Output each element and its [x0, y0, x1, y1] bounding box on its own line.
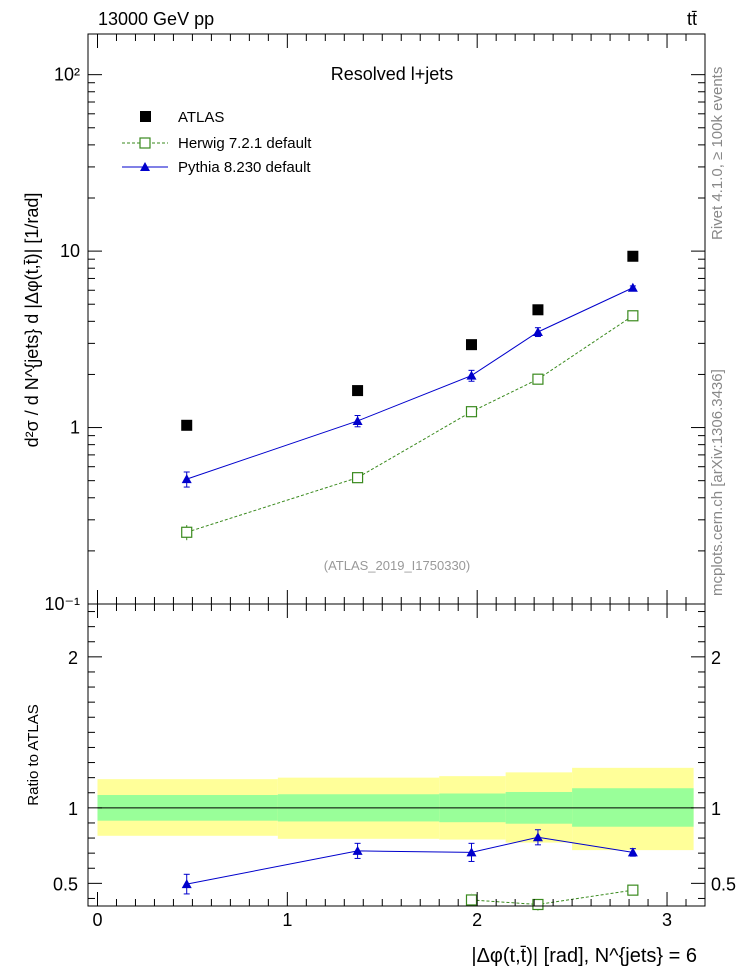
- pythia-point: [627, 282, 638, 292]
- ratio-herwig-point: [627, 884, 639, 896]
- x-tick-label: 3: [662, 910, 672, 930]
- legend-label-pythia: Pythia 8.230 default: [178, 159, 311, 176]
- ratio-y-tick-label-left: 2: [68, 648, 78, 668]
- atlas-point: [532, 304, 544, 316]
- x-tick-label: 1: [282, 910, 292, 930]
- energy-label: 13000 GeV pp: [98, 9, 214, 29]
- atlas-point: [352, 385, 364, 397]
- herwig-point: [351, 472, 364, 484]
- herwig-point: [532, 373, 544, 385]
- ratio-pythia-point: [352, 845, 363, 855]
- ratio-y-tick-label-left: 1: [68, 799, 78, 819]
- process-label: tt̄: [687, 9, 697, 29]
- mcplots-label: mcplots.cern.ch [arXiv:1306.3436]: [709, 369, 726, 596]
- herwig-line: [186, 315, 634, 533]
- ratio-y-tick-label-left: 0.5: [53, 874, 78, 894]
- ratio-pythia-point: [627, 847, 638, 857]
- pythia-point: [532, 326, 543, 336]
- legend-label-herwig: Herwig 7.2.1 default: [178, 135, 312, 152]
- pythia-point: [466, 370, 477, 380]
- ratio-herwig-point: [465, 894, 478, 906]
- atlas-point: [627, 250, 639, 262]
- ratio-pythia-line: [186, 836, 633, 885]
- ratio-plot-panel: 0.5 0.5 1 1 2 2 0 1 2 3 Ratio to ATLAS |Δφ(t,t̄)|…: [25, 603, 736, 967]
- herwig-point: [465, 406, 478, 418]
- ratio-y-tick-label-right: 0.5: [711, 874, 736, 894]
- ratio-y-tick-label-right: 2: [711, 648, 721, 668]
- ratio-pythia-point: [181, 879, 192, 889]
- legend: ATLAS Herwig 7.2.1 default Pythia 8.230 …: [122, 109, 312, 176]
- pythia-point: [352, 415, 363, 425]
- atlas-point: [181, 419, 193, 431]
- plot-title: Resolved l+jets: [331, 64, 454, 84]
- main-y-tick-label: 10: [60, 241, 80, 261]
- x-tick-label: 2: [472, 910, 482, 930]
- herwig-point: [627, 310, 639, 322]
- main-y-tick-label: 1: [70, 418, 80, 438]
- ratio-y-tick-label-right: 1: [711, 799, 721, 819]
- legend-marker-herwig: [122, 137, 168, 149]
- ratio-pythia-point: [532, 832, 543, 842]
- legend-marker-atlas: [140, 111, 151, 122]
- legend-marker-pythia: [122, 162, 168, 171]
- analysis-watermark: (ATLAS_2019_I1750330): [324, 558, 470, 573]
- x-tick-label: 0: [92, 910, 102, 930]
- rivet-version-label: Rivet 4.1.0, ≥ 100k events: [709, 67, 726, 240]
- ratio-y-axis-label: Ratio to ATLAS: [25, 704, 42, 805]
- ratio-plot-frame: [87, 603, 706, 907]
- main-y-axis-label: d²σ / d N^{jets} d |Δφ(t,t̄)| [1/rad]: [22, 193, 42, 448]
- legend-label-atlas: ATLAS: [178, 109, 224, 126]
- pythia-point: [181, 474, 192, 484]
- main-y-tick-label: 10⁻¹: [44, 594, 80, 614]
- ratio-herwig-point: [532, 898, 544, 911]
- atlas-point: [465, 339, 477, 351]
- ratio-pythia-point: [466, 847, 477, 857]
- main-plot-panel: Resolved l+jets (ATLAS_2019_I1750330) 10…: [22, 33, 706, 614]
- herwig-point: [181, 526, 193, 538]
- x-axis-label: |Δφ(t,t̄)| [rad], N^{jets} = 6: [471, 945, 697, 967]
- main-y-tick-label: 10²: [54, 65, 80, 85]
- pythia-line: [186, 287, 634, 480]
